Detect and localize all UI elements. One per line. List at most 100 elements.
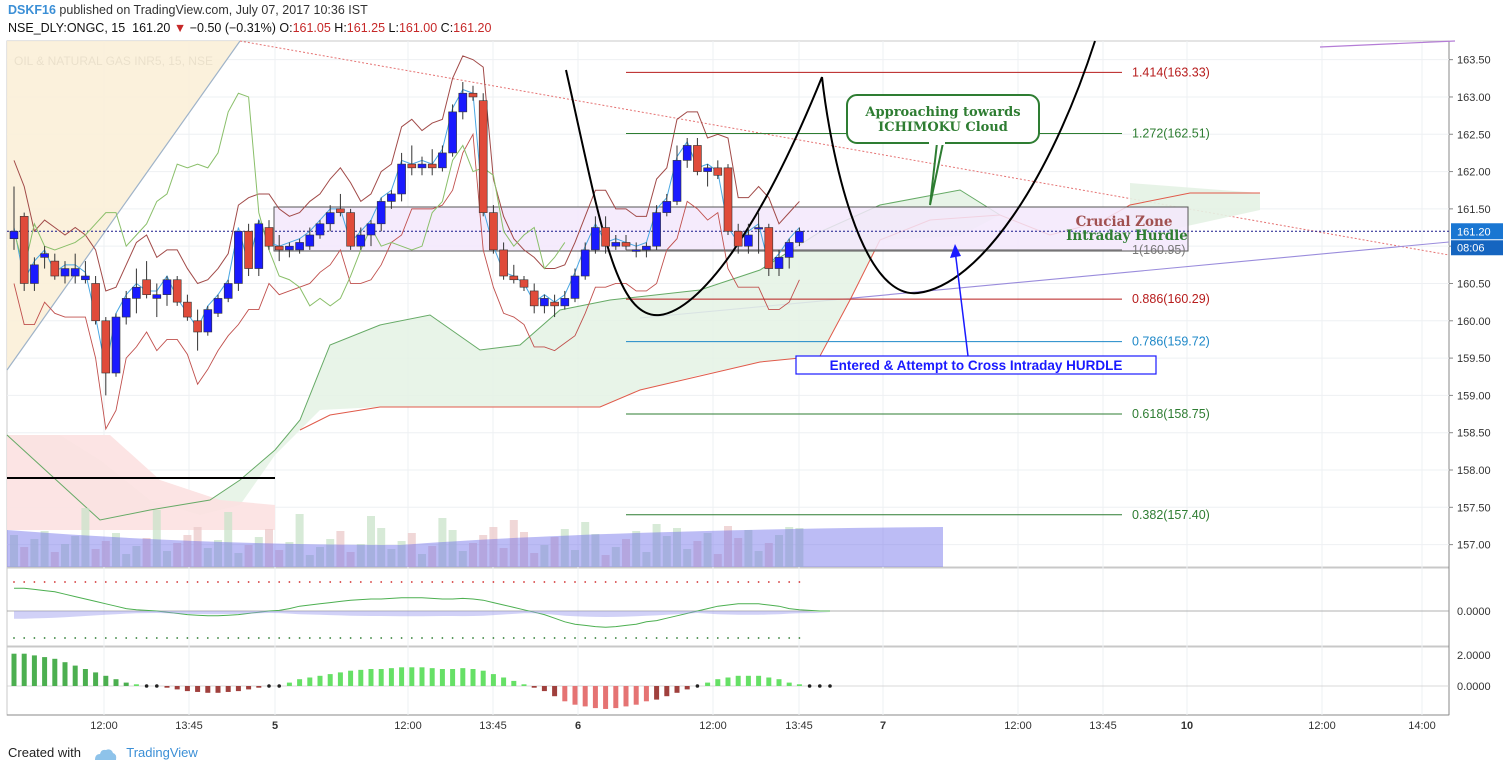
price-tick-label: 157.50 <box>1457 502 1491 514</box>
low-label: L: <box>388 21 399 35</box>
volume-bar <box>326 539 335 567</box>
osc-lower-dot <box>74 637 77 639</box>
osc-tick-label: 0.0000 <box>1457 606 1491 618</box>
volume-bar <box>520 532 528 567</box>
hist-bar <box>541 686 547 692</box>
osc-lower-dot <box>135 637 138 639</box>
osc-upper-dot <box>512 581 515 583</box>
volume-bar <box>560 529 569 567</box>
osc-upper-dot <box>339 581 342 583</box>
close-value: 161.20 <box>453 21 492 35</box>
osc-upper-dot <box>64 581 66 583</box>
volume-bar <box>499 548 508 567</box>
candle-body <box>499 249 508 277</box>
osc-lower-dot <box>614 637 617 639</box>
hist-bar <box>174 686 180 690</box>
volume-bar <box>203 548 212 567</box>
osc-lower-dot <box>94 637 97 639</box>
zone-title: Crucial Zone <box>1076 214 1173 230</box>
hist-bar <box>592 686 598 709</box>
hist-bar <box>562 686 568 702</box>
osc-lower-dot <box>145 637 148 639</box>
osc-lower-dot <box>278 637 281 639</box>
volume-bar <box>397 541 406 567</box>
osc-lower-dot <box>217 637 219 639</box>
hist-bar <box>399 667 405 686</box>
candle-body <box>458 92 468 113</box>
candle-body <box>101 320 111 374</box>
osc-lower-dot <box>227 637 230 639</box>
volume-bar <box>316 547 324 567</box>
hist-bar <box>327 674 333 686</box>
volume-bar <box>81 508 90 567</box>
price-tick-label: 158.50 <box>1457 428 1491 440</box>
price-tick-label: 157.00 <box>1457 540 1491 552</box>
osc-upper-dot <box>614 581 617 583</box>
osc-lower-dot <box>502 637 505 639</box>
candle-body <box>234 230 243 284</box>
hist-bar <box>480 670 486 686</box>
candle-body <box>356 234 366 247</box>
volume-ma-area <box>7 527 943 567</box>
candle-body <box>254 223 264 269</box>
osc-upper-dot <box>431 581 434 583</box>
osc-upper-dot <box>502 581 505 583</box>
osc-upper-dot <box>778 581 780 583</box>
volume-bar <box>265 529 273 567</box>
osc-lower-dot <box>186 637 189 639</box>
fib-level-label: 0.786(159.72) <box>1132 335 1210 349</box>
volume-bar <box>346 552 355 567</box>
volume-bar <box>683 549 692 567</box>
candle-body <box>285 245 294 251</box>
volume-bar <box>550 537 559 567</box>
osc-upper-dot <box>594 581 597 583</box>
osc-lower-dot <box>390 637 393 639</box>
osc-upper-dot <box>206 581 209 583</box>
hist-bar <box>31 655 37 686</box>
candle-body <box>540 298 549 307</box>
tradingview-link[interactable]: TradingView <box>126 745 198 760</box>
osc-lower-dot <box>451 637 454 639</box>
fib-level-label: 1.272(162.51) <box>1132 127 1210 141</box>
hist-bar <box>654 686 660 700</box>
osc-lower-dot <box>665 637 668 639</box>
volume-bar <box>30 539 39 567</box>
osc-lower-dot <box>778 637 780 639</box>
time-tick-label: 7 <box>880 720 886 732</box>
osc-upper-dot <box>217 581 219 583</box>
volume-bar <box>387 549 396 567</box>
candle-body <box>295 242 304 251</box>
hist-bar <box>184 686 190 692</box>
price-tick-label: 163.00 <box>1457 92 1491 104</box>
hist-bar <box>705 682 711 686</box>
hist-bar <box>21 653 27 686</box>
hist-bar <box>470 669 476 686</box>
volume-bar <box>285 542 294 567</box>
candle-body <box>223 283 233 299</box>
author-name[interactable]: DSKF16 <box>8 3 56 17</box>
price-tick-label: 160.00 <box>1457 316 1491 328</box>
time-tick-label: 13:45 <box>785 720 813 732</box>
candle-body <box>509 275 519 281</box>
trend-line-top <box>1319 40 1456 48</box>
last-price-tag-text: 161.20 <box>1457 226 1491 238</box>
osc-lower-dot <box>788 637 791 639</box>
osc-upper-dot <box>410 581 413 583</box>
symbol-label: NSE_DLY:ONGC, 15 <box>8 21 126 35</box>
osc-upper-dot <box>288 581 291 583</box>
osc-lower-dot <box>543 637 546 639</box>
candle-body <box>682 145 692 161</box>
hist-dot <box>277 684 282 688</box>
hist-bar <box>103 675 109 686</box>
hist-bar <box>225 686 231 692</box>
volume-bar <box>61 544 69 567</box>
candle-body <box>193 320 202 333</box>
time-tick-label: 6 <box>575 720 581 732</box>
volume-bar <box>10 535 18 567</box>
candle-body <box>325 212 335 225</box>
osc-lower-dot <box>431 637 434 639</box>
osc-upper-dot <box>390 581 393 583</box>
hist-bar <box>93 672 99 686</box>
osc-upper-dot <box>604 581 607 583</box>
